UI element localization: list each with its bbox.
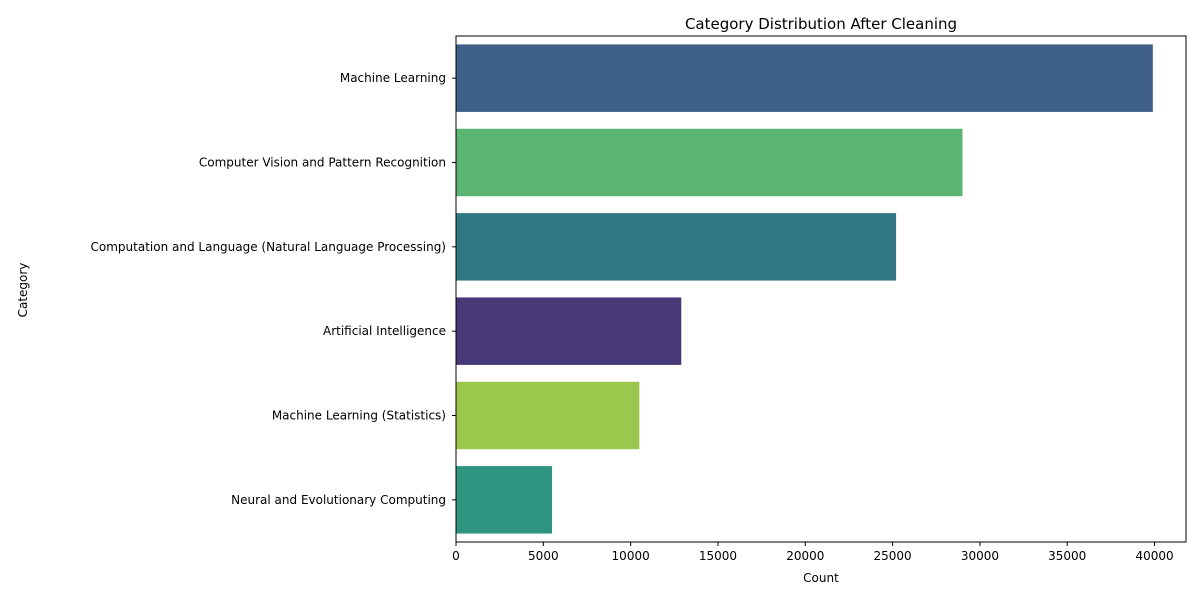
bar xyxy=(456,44,1153,112)
x-tick-label: 10000 xyxy=(612,549,650,563)
x-tick-label: 30000 xyxy=(961,549,999,563)
y-tick-label: Machine Learning (Statistics) xyxy=(272,409,446,423)
x-tick-label: 25000 xyxy=(874,549,912,563)
bar xyxy=(456,466,553,534)
x-axis-label: Count xyxy=(803,571,839,585)
x-ticks-layer: 0 5000 10000 15000 20000 25000 30000 35000 40000 xyxy=(452,542,1174,563)
y-tick-label: Computation and Language (Natural Langua… xyxy=(91,240,446,254)
bar xyxy=(456,381,640,450)
y-ticks-layer: Machine Learning Computer Vision and Patt… xyxy=(91,71,456,507)
x-tick-label: 15000 xyxy=(699,549,737,563)
y-axis-label: Category xyxy=(16,263,30,318)
bar xyxy=(456,213,897,281)
plot-frame xyxy=(455,35,1187,543)
y-tick-label: Artificial Intelligence xyxy=(323,324,446,338)
axes-layer xyxy=(455,35,1187,543)
bar xyxy=(456,128,963,197)
x-tick-label: 35000 xyxy=(1048,549,1086,563)
y-tick-label: Machine Learning xyxy=(340,71,446,85)
chart-title: Category Distribution After Cleaning xyxy=(685,15,957,33)
bar xyxy=(456,297,682,365)
bars-layer xyxy=(456,44,1153,534)
x-tick-label: 0 xyxy=(452,549,460,563)
y-tick-label: Computer Vision and Pattern Recognition xyxy=(199,156,446,170)
y-tick-label: Neural and Evolutionary Computing xyxy=(231,493,446,507)
x-tick-label: 20000 xyxy=(786,549,824,563)
x-tick-label: 5000 xyxy=(528,549,559,563)
x-tick-label: 40000 xyxy=(1135,549,1173,563)
